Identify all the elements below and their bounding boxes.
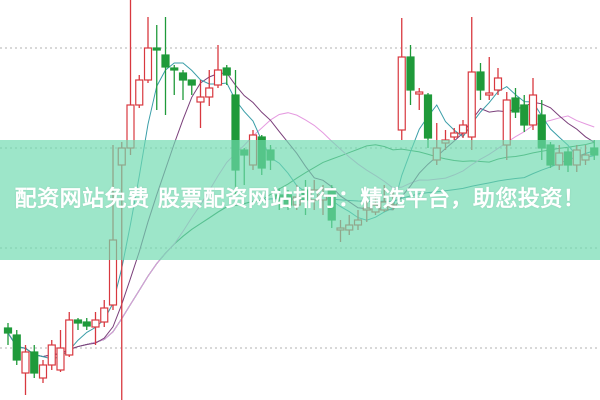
title-banner: 配资网站免费 股票配资网站排行：精选平台，助您投资！ [0,140,600,260]
candle-down [170,67,179,71]
candle-down [82,321,91,327]
candle-up [493,77,503,91]
candle-up [38,364,48,379]
candle-up [502,99,511,146]
candle-down [187,79,196,86]
candle-down [30,351,39,374]
candle-down [476,71,485,91]
candle-down [3,327,13,334]
candle-down [161,54,170,68]
candle-down [406,56,415,91]
candle-up [100,307,109,323]
candle-down [178,72,188,81]
candle-up [135,79,144,106]
candle-up [397,56,406,131]
candle-up [458,124,468,134]
candle-down [423,94,433,139]
candle-down [520,104,529,126]
candle-up [56,347,65,371]
candle-down [152,47,161,51]
candle-down [73,319,83,324]
candle-up [467,71,476,138]
candle-up [450,132,459,138]
candle-up [196,96,205,103]
candle-up [528,94,538,126]
candle-up [205,87,214,98]
candle-up [415,91,424,95]
candle-up [143,47,153,81]
candle-down [222,67,231,76]
candle-up [21,351,30,374]
banner-title: 配资网站免费 股票配资网站排行：精选平台，助您投资！ [14,187,586,212]
candle-up [91,319,100,328]
candle-up [485,92,494,96]
candle-up [213,69,223,86]
candle-down [511,97,520,113]
candle-up [47,344,56,366]
candle-up [65,319,74,356]
candle-down [12,334,21,361]
